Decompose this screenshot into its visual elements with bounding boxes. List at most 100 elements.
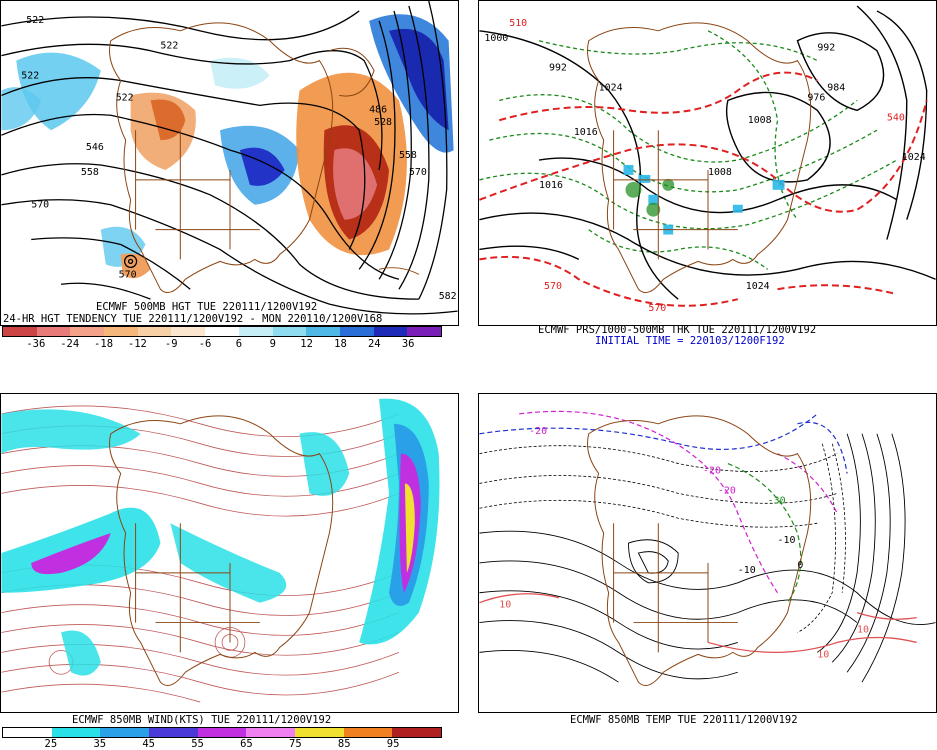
contour-label: 1008 <box>708 167 732 178</box>
scale-tick-label: 6 <box>235 338 243 350</box>
scale-tick-label: -24 <box>60 338 80 350</box>
scale-tick-label: 75 <box>289 738 302 750</box>
contour-label: -10 <box>738 565 756 576</box>
scale-swatch <box>70 327 105 336</box>
scale-swatch <box>295 728 344 737</box>
scale-swatch <box>104 327 138 336</box>
scale-swatch <box>306 327 340 336</box>
contour-label: 522 <box>116 92 134 103</box>
contour-label: 1024 <box>599 82 623 93</box>
contour-label: 10 <box>499 600 511 611</box>
scale-tick-label: -6 <box>198 338 212 350</box>
panel1-color-scale <box>2 326 442 337</box>
panel3-title-outer: ECMWF 850MB WIND(KTS) TUE 220111/1200V19… <box>72 714 332 726</box>
scale-swatch <box>392 728 442 737</box>
contour-label: 10 <box>817 649 829 660</box>
scale-swatch <box>51 728 101 737</box>
scale-tick-label: 25 <box>44 738 58 750</box>
scale-swatch <box>246 728 296 737</box>
scale-swatch <box>197 728 247 737</box>
scale-swatch <box>238 327 273 336</box>
map-850mb-wind <box>1 398 440 703</box>
contour-label: 570 <box>544 281 562 292</box>
scale-swatch <box>149 728 198 737</box>
scale-tick-label: 18 <box>334 338 347 350</box>
contour-label: 522 <box>26 15 44 26</box>
contour-label: 1024 <box>902 152 926 163</box>
scale-tick-label: 35 <box>93 738 107 750</box>
contour-label: 546 <box>86 142 104 153</box>
scale-swatch <box>3 728 52 737</box>
panel-pressure-thickness: 1016 1016 1008 1008 1024 1000 992 992 97… <box>478 0 937 326</box>
contour-label: -20 <box>718 485 736 496</box>
p2-contour-labels: 1016 1016 1008 1008 1024 1000 992 992 97… <box>484 18 925 314</box>
contour-label: -30 <box>768 495 786 506</box>
panel2-title-line1-outer: ECMWF PRS/1000-500MB THK TUE 220111/1200… <box>538 324 817 336</box>
scale-swatch <box>3 327 37 336</box>
scale-tick-label: 36 <box>401 338 415 350</box>
contour-label: 570 <box>119 269 137 280</box>
contour-label: 558 <box>399 150 417 161</box>
contour-label: -20 <box>529 426 547 437</box>
contour-label: 570 <box>409 167 427 178</box>
scale-swatch <box>36 327 71 336</box>
contour-label: -10 <box>778 535 796 546</box>
panel1-title-line2: 24-HR HGT TENDENCY TUE 220111/1200V192 -… <box>3 313 383 325</box>
scale-tick-label: -18 <box>94 338 114 350</box>
contour-label: 1016 <box>539 180 563 191</box>
contour-label: 992 <box>817 43 835 54</box>
contour-label: 10 <box>857 625 869 636</box>
contour-label: 976 <box>807 92 825 103</box>
scale-tick-label: 45 <box>142 738 155 750</box>
scale-tick-label: 24 <box>367 338 381 350</box>
contour-label: 0 <box>797 560 803 571</box>
scale-swatch <box>407 327 441 336</box>
scale-swatch <box>339 327 374 336</box>
scale-tick-label: 9 <box>269 338 276 350</box>
scale-tick-label: -9 <box>164 338 178 350</box>
contour-label: 528 <box>374 117 392 128</box>
scale-tick-label: 95 <box>386 738 400 750</box>
contour-label: 510 <box>509 18 527 29</box>
contour-label: 582 <box>439 291 457 302</box>
contour-label: 570 <box>31 200 49 211</box>
panel1-scale-ticks: -36 -24 -18 -12 -9 -6 6 9 12 18 24 36 <box>0 338 459 352</box>
map-500mb: 522 522 522 522 546 558 570 570 486 528 … <box>1 1 458 315</box>
contour-label: 522 <box>160 41 178 52</box>
map-850mb-temp: -20 -20 -30 -20 -10 -10 0 10 10 10 <box>479 410 936 686</box>
contour-label: 1024 <box>746 281 770 292</box>
p1-contour-labels: 522 522 522 522 546 558 570 570 486 528 … <box>21 15 456 302</box>
scale-swatch <box>171 327 206 336</box>
contour-label: 486 <box>369 104 387 115</box>
scale-tick-label: 65 <box>240 738 253 750</box>
scale-tick-label: 12 <box>300 338 313 350</box>
contour-label: 570 <box>648 303 666 314</box>
contour-label: 558 <box>81 167 99 178</box>
contour-label: 1000 <box>484 33 508 44</box>
scale-tick-label: -12 <box>127 338 147 350</box>
contour-label: 522 <box>21 71 39 82</box>
panel4-title: ECMWF 850MB TEMP TUE 220111/1200V192 <box>570 714 798 726</box>
map-pressure: 1016 1016 1008 1008 1024 1000 992 992 97… <box>479 5 936 314</box>
panel-850mb-temp: -20 -20 -30 -20 -10 -10 0 10 10 10 <box>478 393 937 713</box>
p4-contour-labels: -20 -20 -30 -20 -10 -10 0 10 10 10 <box>499 426 869 661</box>
scale-swatch <box>272 327 307 336</box>
panel3-color-scale <box>2 727 442 738</box>
scale-swatch <box>343 728 393 737</box>
contour-label: 984 <box>827 82 845 93</box>
scale-swatch <box>205 327 239 336</box>
panel3-scale-ticks: 25 35 45 55 65 75 85 95 <box>0 738 459 750</box>
panel1-title-line1: ECMWF 500MB HGT TUE 220111/1200V192 <box>96 301 318 313</box>
contour-label: -20 <box>703 466 721 477</box>
contour-label: 1016 <box>574 127 598 138</box>
panel2-title-line2: INITIAL TIME = 220103/1200F192 <box>595 335 785 347</box>
contour-label: 1008 <box>748 115 772 126</box>
scale-tick-label: 55 <box>191 738 204 750</box>
contour-label: 992 <box>549 63 567 74</box>
panel-500mb-height: 522 522 522 522 546 558 570 570 486 528 … <box>0 0 459 326</box>
panel-850mb-wind: ECMWF 850MB WIND(KTS) TUE 220111/1200V19… <box>0 393 459 713</box>
scale-swatch <box>100 728 150 737</box>
scale-swatch <box>137 327 172 336</box>
contour-label: 540 <box>887 112 905 123</box>
scale-swatch <box>373 327 408 336</box>
